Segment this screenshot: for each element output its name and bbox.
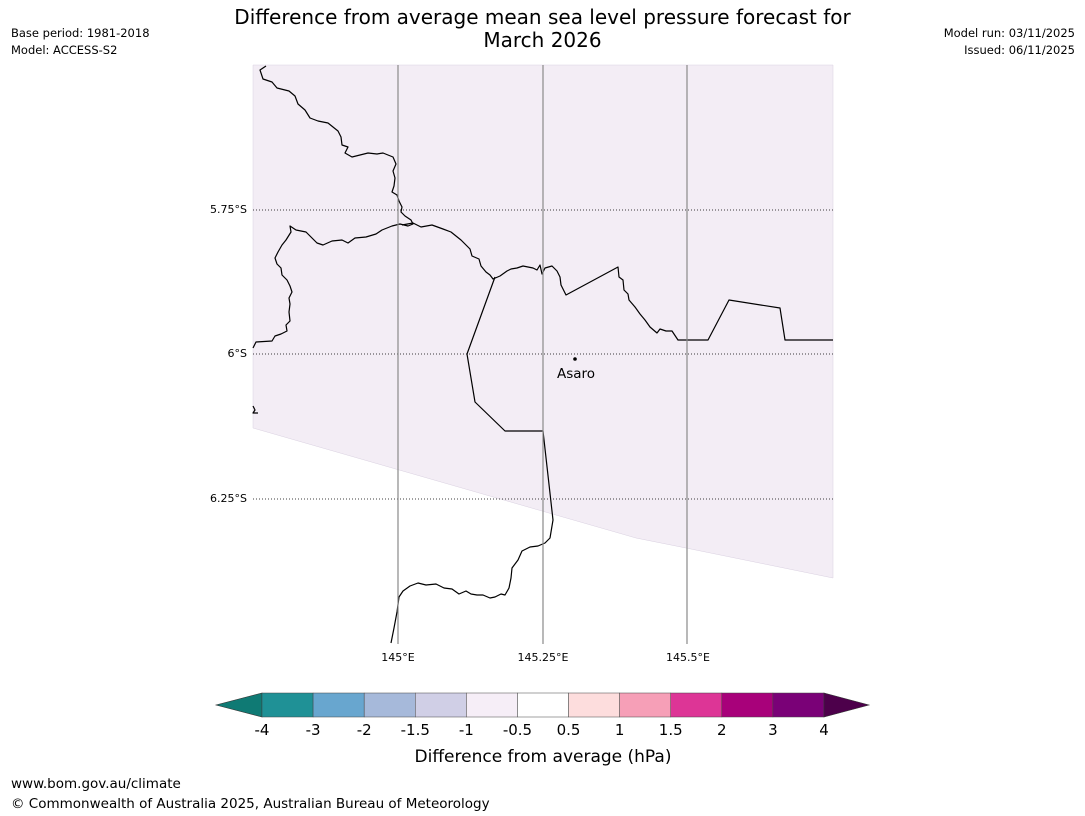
colorbar-extend-high [823,692,871,718]
colorbar-segment [721,692,774,718]
lon-label-145-5e: 145.5°E [666,651,710,664]
model-run-text: Model run: 03/11/2025 [943,26,1075,40]
coastline-west-fragment [252,405,258,414]
meta-left: Base period: 1981-2018 Model: ACCESS-S2 [11,25,150,59]
coastline [252,65,833,644]
colorbar-tick-labels: -4 -3 -2 -1.5 -1 -0.5 0.5 1 1.5 2 3 4 [255,721,829,739]
coastline-central [401,222,833,341]
model-text: Model: ACCESS-S2 [11,43,118,57]
colorbar-tick-label: 1 [615,721,625,739]
lon-label-145-25e: 145.25°E [518,651,569,664]
border-line [390,276,554,644]
colorbar-tick-label: -3 [306,721,321,739]
colorbar-segment [517,692,569,718]
chart-title-line-1: Difference from average mean sea level p… [234,5,851,29]
colorbar-segment [568,692,620,718]
place-label: Asaro [557,366,595,382]
colorbar-segment [363,692,416,718]
lat-label-5-75s: 5.75°S [210,203,247,216]
lat-label-6-25s: 6.25°S [210,492,247,505]
footer-copyright: © Commonwealth of Australia 2025, Austra… [11,796,490,812]
colorbar [214,692,871,718]
colorbar-tick-label: -1 [459,721,474,739]
colorbar-segment [312,692,365,718]
colorbar-segment [670,692,723,718]
longitude-labels: 145°E 145.25°E 145.5°E [381,651,710,664]
latitude-gridlines [253,209,833,500]
colorbar-tick-label: -2 [357,721,372,739]
colorbar-tick-label: -4 [255,721,270,739]
colorbar-segment [619,692,671,718]
base-period-text: Base period: 1981-2018 [11,26,150,40]
chart-title: Difference from average mean sea level p… [0,6,1085,52]
place-marker-dot [573,357,577,361]
colorbar-tick-label: -0.5 [503,721,532,739]
lat-label-6s: 6°S [228,347,247,360]
colorbar-tick-label: 3 [768,721,778,739]
issued-text: Issued: 06/11/2025 [964,43,1075,57]
colorbar-segment [415,692,467,718]
colorbar-tick-label: 1.5 [659,721,683,739]
meta-right: Model run: 03/11/2025 Issued: 06/11/2025 [944,25,1075,59]
colorbar-segment [261,692,314,718]
latitude-labels: 5.75°S 6°S 6.25°S [210,203,247,505]
longitude-gridlines [397,65,688,644]
chart-title-line-2: March 2026 [483,28,602,52]
colorbar-extend-low [214,692,263,718]
colorbar-tick-label: 0.5 [557,721,581,739]
colorbar-segment [772,692,825,718]
footer: www.bom.gov.au/climate © Commonwealth of… [11,774,490,814]
colorbar-tick-label: 2 [717,721,727,739]
colorbar-label: Difference from average (hPa) [415,747,672,767]
footer-url: www.bom.gov.au/climate [11,776,181,792]
lon-label-145e: 145°E [381,651,414,664]
colorbar-tick-label: 4 [819,721,829,739]
colorbar-tick-label: -1.5 [401,721,430,739]
colorbar-segment [466,692,518,718]
